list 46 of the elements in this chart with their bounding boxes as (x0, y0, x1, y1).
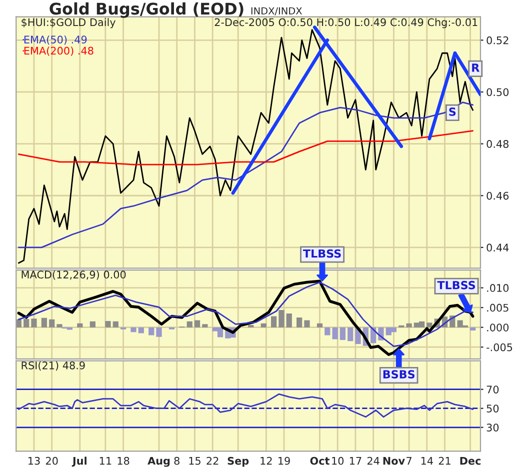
x-tick-label: 22 (206, 456, 218, 465)
annotation: RSI(21) 48.9 (22, 361, 85, 371)
x-tick-label: 15 (189, 457, 200, 465)
chart-title: Gold Bugs/Gold (EOD) (50, 2, 244, 18)
annotation: 2-Dec-2005 O:0.50 H:0.50 L:0.49 C:0.49 Chg:-0.01 (214, 18, 478, 28)
x-tick-label: Sep (228, 456, 249, 467)
x-tick-label: 11 (100, 457, 112, 465)
annotation: BSBS (383, 370, 414, 379)
x-tick-label: Dec (460, 457, 481, 465)
y-tick-label: 30 (486, 424, 499, 432)
y-tick-label: 70 (486, 386, 499, 394)
x-tick-label: 21 (438, 456, 450, 465)
x-tick-label: 20 (46, 456, 58, 465)
legend-label: EMA(50) .49 (24, 35, 87, 45)
x-tick-label: 14 (421, 457, 433, 465)
x-tick-label: 8 (174, 456, 180, 465)
x-tick-label: Aug (148, 456, 170, 467)
y-tick-label: 0.44 (486, 244, 509, 252)
annotation: $HUI:$GOLD Daily (22, 18, 116, 28)
y-tick-label: .000 (487, 324, 509, 332)
x-tick-label: Jul (72, 456, 86, 467)
legend-label: EMA(200) .48 (24, 46, 94, 56)
y-tick-label: -.005 (486, 343, 512, 352)
x-tick-label: 12 (260, 456, 272, 465)
y-tick-label: 50 (486, 404, 499, 412)
x-tick-label: 7 (406, 457, 412, 465)
y-tick-label: 0.52 (486, 36, 508, 44)
chart-subtitle: INDX/INDX (251, 7, 302, 16)
x-tick-label: Oct (310, 456, 330, 465)
x-tick-label: 18 (118, 456, 130, 465)
x-tick-label: 24 (367, 456, 380, 465)
y-tick-label: 0.48 (486, 140, 509, 148)
x-tick-label: Nov (383, 457, 405, 465)
annotation: TLBSS (437, 280, 476, 290)
annotation: TLBSS (303, 249, 341, 258)
y-tick-label: .010 (487, 284, 509, 292)
x-tick-label: 10 (332, 456, 344, 465)
y-tick-label: .005 (487, 304, 508, 312)
annotation: S (449, 108, 456, 116)
x-tick-label: 13 (28, 456, 40, 465)
annotation: MACD(12,26,9) 0.00 (22, 270, 126, 280)
x-tick-label: 19 (278, 456, 290, 465)
x-tick-label: 17 (350, 457, 362, 465)
annotation: R (472, 64, 480, 72)
y-tick-label: 0.50 (486, 88, 509, 96)
y-tick-label: 0.46 (486, 192, 509, 200)
